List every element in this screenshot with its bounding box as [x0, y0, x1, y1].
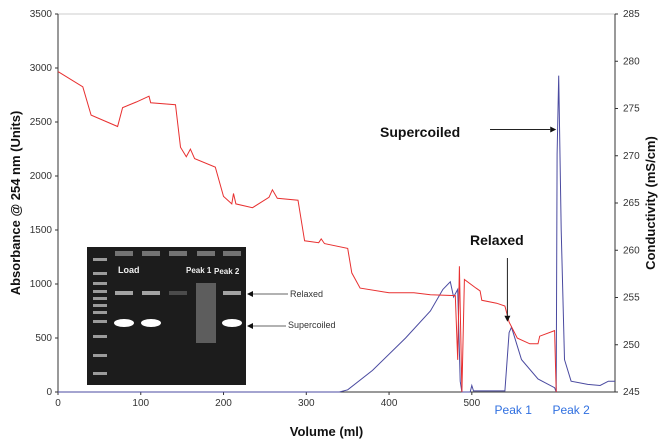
gel-label-peak1: Peak 1: [186, 266, 212, 275]
ladder-band: [93, 354, 107, 357]
ladder-band: [93, 311, 107, 314]
y-tick-label: 2000: [30, 171, 53, 182]
x-tick-label: 300: [298, 398, 315, 409]
relaxed-label: Relaxed: [470, 232, 524, 248]
x-tick-label: 200: [215, 398, 232, 409]
y2-tick-label: 260: [623, 245, 640, 256]
y2-tick-label: 280: [623, 56, 640, 67]
well: [197, 251, 215, 256]
y2-tick-label: 285: [623, 9, 640, 20]
ladder-band: [93, 272, 107, 275]
ladder-band: [93, 335, 107, 338]
ladder-band: [93, 297, 107, 300]
gel-annot-relaxed: Relaxed: [290, 289, 323, 299]
y-axis-label: Absorbance @ 254 nm (Units): [8, 111, 23, 296]
conductivity-line: [57, 71, 557, 393]
supercoiled-arrowhead: [550, 126, 557, 133]
x-tick-label: 0: [55, 398, 61, 409]
y2-tick-label: 250: [623, 340, 640, 351]
gel-label-peak2: Peak 2: [214, 267, 240, 276]
y2-axis-label: Conductivity (mS/cm): [643, 136, 658, 270]
y-tick-label: 2500: [30, 117, 53, 128]
well: [169, 251, 187, 256]
relaxed-band: [142, 291, 160, 295]
peak-label: Peak 1: [495, 403, 533, 417]
y2-tick-label: 275: [623, 104, 640, 115]
ladder-band: [93, 304, 107, 307]
annotations: Supercoiled Relaxed Peak 1 Peak 2: [380, 124, 590, 417]
y-tick-label: 500: [35, 333, 52, 344]
y-tick-label: 3000: [30, 63, 53, 74]
ladder-band: [93, 258, 107, 261]
ladder-band: [93, 320, 107, 323]
gel-image: [87, 247, 246, 385]
well: [115, 251, 133, 256]
y-tick-label: 3500: [30, 9, 53, 20]
absorbance-line: [58, 75, 615, 393]
relaxed-arrowhead: [504, 315, 511, 322]
ladder-band: [93, 282, 107, 285]
peak-label: Peak 2: [552, 403, 590, 417]
y2-tick-label: 270: [623, 151, 640, 162]
series-layer: [57, 71, 615, 393]
supercoiled-label: Supercoiled: [380, 124, 460, 140]
relaxed-band: [223, 291, 241, 295]
x-tick-label: 400: [381, 398, 398, 409]
y-tick-label: 1500: [30, 225, 53, 236]
x-tick-label: 500: [463, 398, 480, 409]
relaxed-band: [115, 291, 133, 295]
y-tick-label: 1000: [30, 279, 53, 290]
y-tick-label: 0: [46, 387, 52, 398]
supercoiled-band: [141, 319, 161, 327]
supercoiled-band: [222, 319, 242, 327]
x-tick-label: 100: [132, 398, 149, 409]
gel-inset: Load Peak 1 Peak 2 Relaxed Supercoiled: [87, 247, 336, 385]
x-axis-label: Volume (ml): [290, 424, 363, 439]
gel-bands: [93, 251, 242, 375]
y2-tick-label: 245: [623, 387, 640, 398]
ladder-band: [93, 372, 107, 375]
y2-tick-label: 255: [623, 293, 640, 304]
axes: 0 100 200 300 400 500 0 500 1000 1500 2000 2500 3000…: [8, 9, 658, 439]
smear-band: [196, 283, 216, 343]
well: [223, 251, 241, 256]
well: [142, 251, 160, 256]
gel-annot-supercoiled: Supercoiled: [288, 320, 336, 330]
y2-tick-label: 265: [623, 198, 640, 209]
relaxed-inset-arrowhead: [247, 291, 253, 297]
supercoiled-inset-arrowhead: [247, 323, 253, 329]
gel-label-load: Load: [118, 265, 140, 275]
supercoiled-band: [114, 319, 134, 327]
ladder-band: [93, 290, 107, 293]
relaxed-band: [169, 291, 187, 295]
